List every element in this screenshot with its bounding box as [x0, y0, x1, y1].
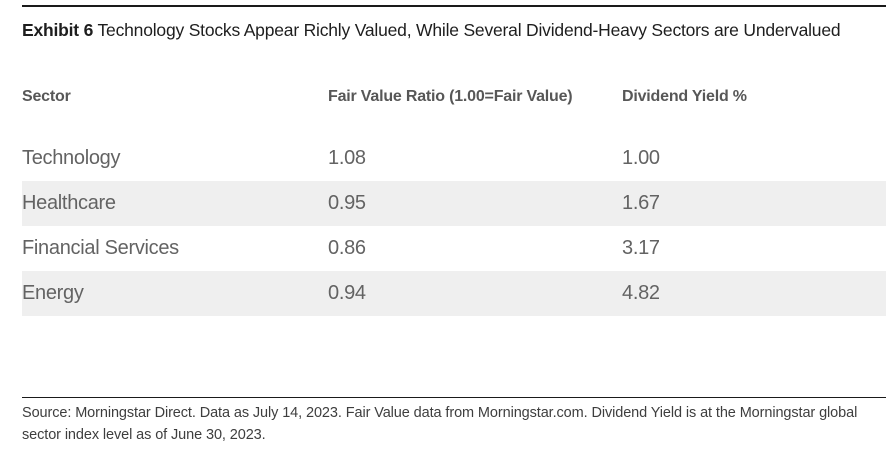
dividend-yield-cell: 3.17: [622, 237, 660, 259]
sector-cell: Healthcare: [22, 192, 116, 214]
table-row: Technology 1.08 1.00: [22, 136, 886, 181]
column-header-fair-value-ratio: Fair Value Ratio (1.00=Fair Value): [328, 88, 573, 105]
table-row: Financial Services 0.86 3.17: [22, 226, 886, 271]
source-note: Source: Morningstar Direct. Data as July…: [22, 405, 858, 443]
dividend-yield-cell: 1.00: [622, 147, 660, 169]
exhibit-content: Exhibit 6 Technology Stocks Appear Richl…: [0, 5, 893, 457]
fair-value-ratio-cell: 0.95: [328, 192, 366, 214]
table-row: Energy 0.94 4.82: [22, 271, 886, 316]
sector-cell: Financial Services: [22, 237, 179, 259]
dividend-yield-cell: 4.82: [622, 282, 660, 304]
bottom-rule: [22, 397, 886, 398]
exhibit-title: Exhibit 6 Technology Stocks Appear Richl…: [22, 19, 886, 41]
exhibit-title-text: Technology Stocks Appear Richly Valued, …: [97, 20, 841, 40]
fair-value-ratio-cell: 0.86: [328, 237, 366, 259]
top-rule: [22, 5, 886, 7]
column-header-sector: Sector: [22, 88, 71, 105]
table-body: Technology 1.08 1.00 Healthcare 0.95 1.6…: [22, 136, 886, 316]
column-header-dividend-yield: Dividend Yield %: [622, 88, 747, 105]
dividend-yield-cell: 1.67: [622, 192, 660, 214]
sector-cell: Technology: [22, 147, 121, 169]
fair-value-ratio-cell: 0.94: [328, 282, 366, 304]
fair-value-ratio-cell: 1.08: [328, 147, 366, 169]
table-row: Healthcare 0.95 1.67: [22, 181, 886, 226]
table-header-row: Sector Fair Value Ratio (1.00=Fair Value…: [22, 88, 886, 106]
exhibit-label: Exhibit 6: [22, 20, 94, 40]
sector-cell: Energy: [22, 282, 84, 304]
